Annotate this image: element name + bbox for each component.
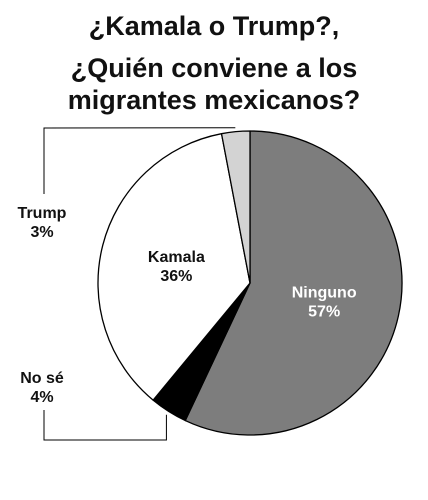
label-kamala-name: Kamala [148,249,205,266]
pie-slices [97,130,403,436]
chart-title-line-3: migrantes mexicanos? [67,85,361,115]
pie-slice-ninguno [184,130,403,436]
chart-title-line-2: ¿Quién conviene a los [70,53,358,83]
slice-labels: Ninguno 57% Kamala 36% No sé 4% Trump 3% [18,205,357,406]
pie-slice-kamala [97,133,251,401]
pie-slice-trump [220,130,251,284]
label-no-se-value: 4% [30,389,53,406]
label-no-se-name: No sé [20,370,64,387]
leader-lines [43,127,236,441]
chart-title-line-1: ¿Kamala o Trump?, [88,11,340,41]
leader-line-trump [43,127,236,194]
label-trump-value: 3% [30,224,53,241]
label-trump-name: Trump [18,205,67,222]
label-kamala-value: 36% [160,268,192,285]
label-ninguno-name: Ninguno [292,285,357,302]
leader-line-no-se [43,410,167,441]
label-ninguno-value: 57% [308,304,340,321]
